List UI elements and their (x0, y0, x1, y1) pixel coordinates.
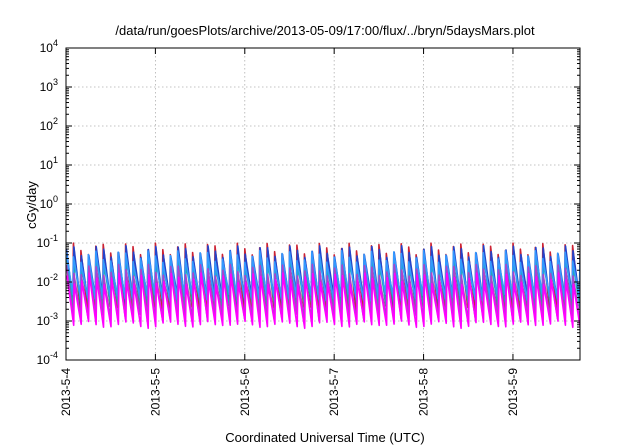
plot-frame (65, 47, 581, 361)
y-tick-label: 100 (40, 194, 58, 211)
y-tick-label: 10-3 (37, 311, 58, 328)
grid-lines (66, 48, 580, 360)
y-tick-label: 101 (40, 155, 58, 172)
y-tick-label: 102 (40, 116, 58, 133)
y-tick-label: 10-1 (37, 233, 58, 250)
y-axis-title: cGy/day (24, 181, 39, 229)
x-tick-label: 2013-5-7 (327, 368, 341, 416)
y-tick-label: 104 (40, 38, 58, 55)
y-tick-label: 10-4 (37, 350, 58, 367)
y-tick-label: 10-2 (37, 272, 58, 289)
x-tick-label: 2013-5-6 (238, 368, 252, 416)
x-tick-label: 2013-5-5 (148, 368, 162, 416)
series-line-6 (66, 272, 580, 330)
axes: 10-4 10-3 10-2 10-1 100 101 102 103 104 2013-5-4 2… (37, 38, 581, 416)
chart-title: /data/run/goesPlots/archive/2013-05-09/1… (115, 23, 535, 38)
x-tick-label: 2013-5-8 (417, 368, 431, 416)
x-tick-label: 2013-5-9 (506, 368, 520, 416)
x-axis-title: Coordinated Universal Time (UTC) (225, 430, 424, 445)
y-tick-label: 103 (40, 77, 58, 94)
x-tick-label: 2013-5-4 (59, 368, 73, 416)
plot-area (66, 242, 580, 330)
